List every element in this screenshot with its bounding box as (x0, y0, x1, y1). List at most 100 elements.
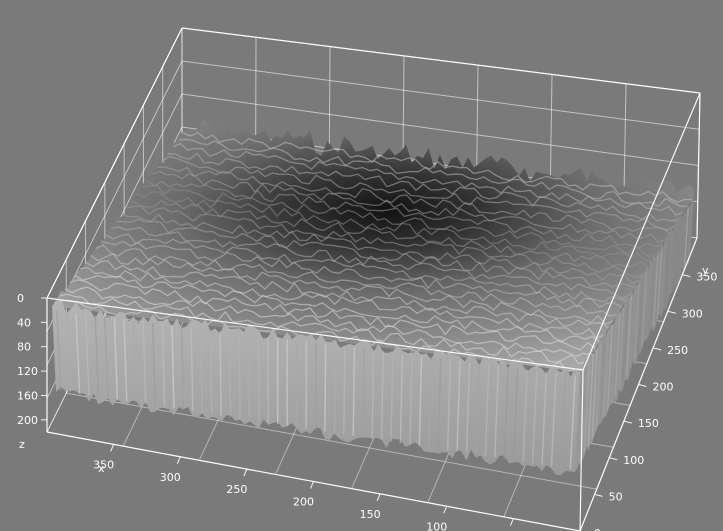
x-axis-tick (243, 468, 248, 477)
front-face-striation (324, 344, 327, 432)
right-face-striation (626, 295, 632, 376)
right-face-striation (583, 360, 591, 453)
front-face-striation (180, 326, 185, 410)
right-face-striation (603, 330, 610, 418)
box-edge-front-right (579, 369, 584, 531)
x-axis-tick (310, 481, 314, 489)
front-face-striation (531, 370, 538, 464)
front-face-striation (437, 358, 442, 449)
axis-ticks (41, 274, 691, 531)
front-face-striation (152, 322, 156, 406)
front-face-striation (171, 324, 175, 409)
right-face-striation (641, 272, 648, 348)
x-axis-tick-label: 350 (93, 458, 114, 471)
front-face-striation (333, 345, 336, 433)
front-face-striation (361, 348, 365, 438)
x-axis-tick (443, 506, 448, 514)
right-face-striation (675, 219, 682, 285)
x-axis-tick (110, 444, 115, 452)
front-face-striation (161, 323, 166, 407)
front-face-striation (75, 312, 81, 394)
front-face-striation (418, 356, 423, 447)
surface-ridge-line (136, 191, 653, 261)
surface-ridge-line (59, 293, 587, 365)
z-axis-tick-label: 40 (17, 316, 31, 329)
y-axis-tick-label: 350 (696, 271, 717, 284)
right-face-striation (656, 248, 663, 320)
front-face-striation (113, 317, 119, 400)
x-axis-tick-label: 200 (293, 496, 314, 509)
front-face-striation (494, 365, 500, 458)
y-axis-tick-label: 250 (667, 344, 688, 357)
y-axis-tick (623, 420, 632, 424)
front-face-striation (560, 374, 567, 468)
front-face-striation (84, 314, 90, 396)
surface-ridge-line (74, 274, 601, 343)
y-axis-tick-label: 300 (682, 307, 703, 320)
y-axis-tick (667, 310, 676, 314)
y-axis-tick (653, 347, 662, 351)
y-axis-name: y (702, 264, 709, 277)
front-face-striation (390, 352, 394, 442)
surface-ridge-line (178, 138, 688, 208)
front-face-striation (371, 350, 375, 439)
front-face-striation (219, 330, 222, 416)
x-axis-tick (376, 493, 381, 502)
surface-ridge-line (157, 166, 671, 234)
back-wall-gridline-h (181, 60, 700, 130)
surface-ridge-line (90, 253, 614, 325)
right-face-striation (645, 266, 651, 341)
surface-ridge-line (64, 286, 592, 358)
box-edge-top-right (582, 92, 701, 371)
front-face-striation (190, 327, 194, 412)
right-face-striation (652, 254, 659, 327)
front-face-striation (104, 316, 109, 399)
surface-ridge-line (183, 131, 692, 203)
y-axis-tick-label: 150 (638, 417, 659, 430)
y-axis-tick-label: 200 (653, 381, 674, 394)
y-axis-tick-label: 0 (594, 527, 601, 531)
front-face-striation (56, 310, 62, 391)
front-face-striation (512, 368, 519, 461)
right-face-striation (649, 260, 655, 334)
surface-ridge-line (162, 155, 675, 231)
x-axis-tick-label: 300 (160, 471, 181, 484)
z-axis-tick-label: 120 (17, 365, 38, 378)
y-axis-tick (682, 274, 691, 278)
front-face-striation (65, 311, 71, 393)
right-face-striation (687, 201, 693, 264)
front-face-striation (248, 334, 251, 420)
right-face-striation (668, 231, 674, 299)
surface-ridge-line (131, 199, 649, 268)
right-face-striation (614, 313, 621, 397)
right-face-striation (629, 289, 636, 369)
right-face-striation (599, 336, 606, 425)
z-axis-tick-label: 200 (17, 414, 38, 427)
surface-ridge-line (152, 171, 666, 243)
y-axis-tick (594, 493, 603, 497)
front-face-striation (314, 342, 317, 431)
y-axis-tick (638, 384, 647, 387)
right-face-striation (637, 278, 644, 355)
surface-ridge-line (142, 184, 657, 258)
box-edge-top-front (46, 297, 584, 371)
surface-ridge-line (167, 152, 679, 222)
z-axis-name: z (19, 438, 25, 451)
right-face-striation (576, 372, 583, 467)
x-axis-tick-label: 250 (226, 483, 247, 496)
front-face-striation (142, 321, 147, 404)
front-face-striation (343, 346, 346, 435)
right-face-striation (683, 207, 689, 271)
front-face-striation (380, 351, 384, 441)
surface-ridge-line (172, 142, 684, 216)
x-axis-tick (176, 456, 181, 464)
right-face-striation (595, 342, 602, 432)
front-face-striation (503, 366, 509, 460)
front-face-striation (200, 328, 204, 413)
x-axis-name: x (98, 462, 105, 475)
z-axis-tick-label: 0 (17, 292, 24, 305)
front-face-striation (427, 357, 432, 448)
right-face-striation (618, 307, 625, 390)
